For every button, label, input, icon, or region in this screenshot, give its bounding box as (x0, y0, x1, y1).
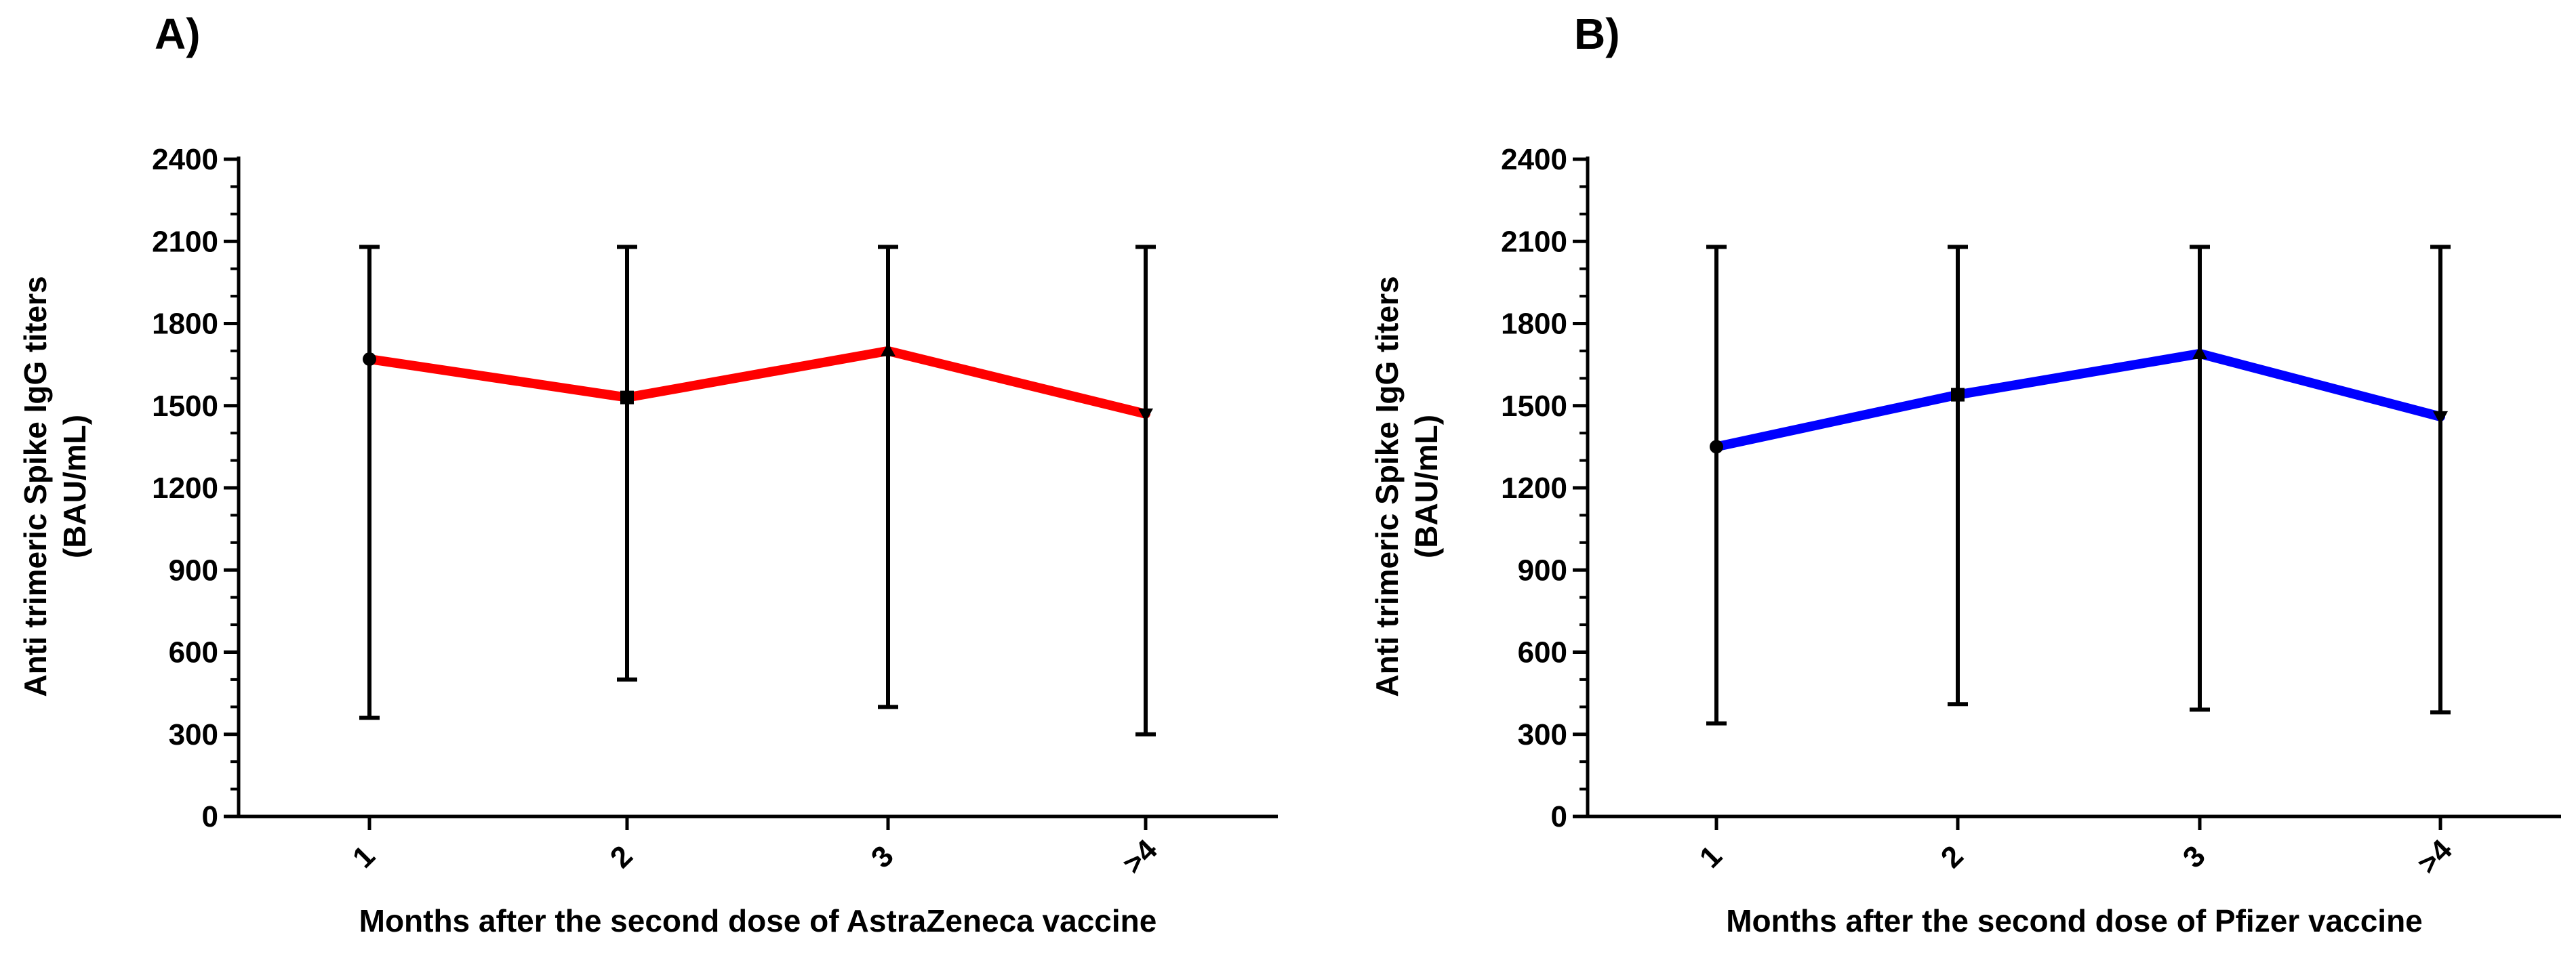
chart-0-x-tick-label: 2 (604, 839, 639, 875)
chart-0-y-axis-title-line1: Anti trimeric Spike IgG titers (18, 276, 53, 697)
chart-1-data-point (1951, 388, 1965, 402)
chart-0-x-tick-label: 1 (346, 839, 382, 875)
chart-1-y-tick-label: 2100 (1501, 225, 1567, 258)
chart-1-data-point (1710, 440, 1723, 454)
chart-0-y-tick-label: 1500 (152, 390, 218, 423)
chart-0-x-axis-title: Months after the second dose of AstraZen… (359, 903, 1157, 938)
chart-1-data-point (2433, 411, 2448, 425)
chart-1-panel-label: B) (1574, 9, 1620, 58)
chart-0-y-tick-label: 0 (202, 800, 218, 833)
chart-0-data-point (881, 342, 895, 356)
chart-0-data-point (1138, 408, 1153, 422)
chart-1-y-axis-title-line2: (BAU/mL) (1409, 415, 1444, 558)
chart-1-x-axis-title: Months after the second dose of Pfizer v… (1726, 903, 2423, 938)
chart-0-y-tick-label: 300 (169, 718, 218, 751)
chart-1-y-tick-label: 1500 (1501, 390, 1567, 423)
chart-1-series-line-pfizer (1712, 348, 2445, 452)
chart-0-y-tick-label: 1800 (152, 308, 218, 341)
chart-1-x-tick-label: 3 (2177, 839, 2212, 875)
chart-0-data-point (363, 352, 376, 367)
chart-panel-b: B) 0 300 600 900 1200 1500 1800 2100 2400 1 2 3 >4 Mon… (1369, 9, 2561, 938)
chart-0-y-tick-label: 1200 (152, 472, 218, 505)
chart-1-x-tick-label: 2 (1935, 839, 1970, 875)
chart-0-panel-label: A) (155, 9, 201, 58)
chart-0-y-tick-label: 600 (169, 636, 218, 669)
chart-1-x-tick-label: >4 (2411, 833, 2459, 880)
chart-1-y-tick-label: 1200 (1501, 472, 1567, 505)
chart-1-y-tick-label: 1800 (1501, 308, 1567, 341)
chart-1-y-tick-label: 600 (1518, 636, 1567, 669)
chart-panel-a: A) 0 300 600 900 1200 1500 1800 2100 2400 1 2 3 >4 Mon… (18, 9, 1278, 938)
chart-0-x-tick-label: 3 (865, 839, 900, 875)
chart-0-y-tick-label: 2100 (152, 225, 218, 258)
chart-1-y-tick-label: 900 (1518, 554, 1567, 587)
chart-0-data-point (620, 390, 634, 405)
chart-0-y-tick-label: 900 (169, 554, 218, 587)
chart-1-y-tick-label: 0 (1551, 800, 1567, 833)
chart-0-series-line-astrazeneca (365, 346, 1150, 419)
chart-1-y-tick-label: 2400 (1501, 143, 1567, 176)
chart-0-y-axis-title-line2: (BAU/mL) (57, 415, 92, 558)
chart-1-y-axis-title-line1: Anti trimeric Spike IgG titers (1369, 276, 1405, 697)
chart-0-x-tick-label: >4 (1116, 833, 1164, 880)
chart-1-y-tick-label: 300 (1518, 718, 1567, 751)
chart-0-y-tick-label: 2400 (152, 143, 218, 176)
chart-1-data-point (2192, 345, 2207, 359)
chart-1-x-tick-label: 1 (1693, 839, 1729, 875)
